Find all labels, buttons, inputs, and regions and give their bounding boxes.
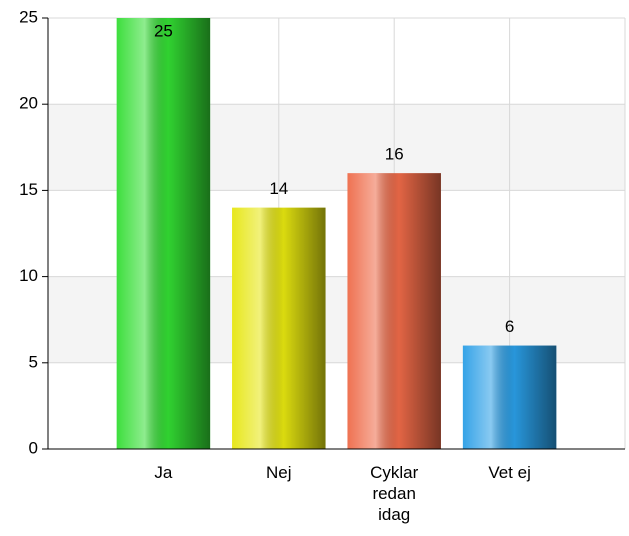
value-label: 25 bbox=[154, 21, 173, 40]
y-tick-label: 20 bbox=[19, 94, 38, 113]
value-label: 16 bbox=[385, 145, 404, 164]
x-tick-label: Ja bbox=[154, 463, 173, 482]
value-label: 6 bbox=[505, 317, 514, 336]
y-tick-label: 0 bbox=[29, 438, 38, 457]
x-tick-label: Cyklar redan idag bbox=[370, 463, 419, 524]
y-tick-label: 15 bbox=[19, 180, 38, 199]
y-tick-label: 25 bbox=[19, 7, 38, 26]
y-tick-label: 10 bbox=[19, 266, 38, 285]
value-label: 14 bbox=[269, 179, 288, 198]
x-tick-label: Vet ej bbox=[488, 463, 531, 482]
bar-shade bbox=[116, 18, 211, 449]
bar-shade bbox=[232, 207, 326, 449]
y-tick-label: 5 bbox=[29, 352, 38, 371]
bar-shade bbox=[347, 173, 441, 449]
bar-shade bbox=[462, 345, 557, 449]
x-tick-label: Nej bbox=[266, 463, 292, 482]
